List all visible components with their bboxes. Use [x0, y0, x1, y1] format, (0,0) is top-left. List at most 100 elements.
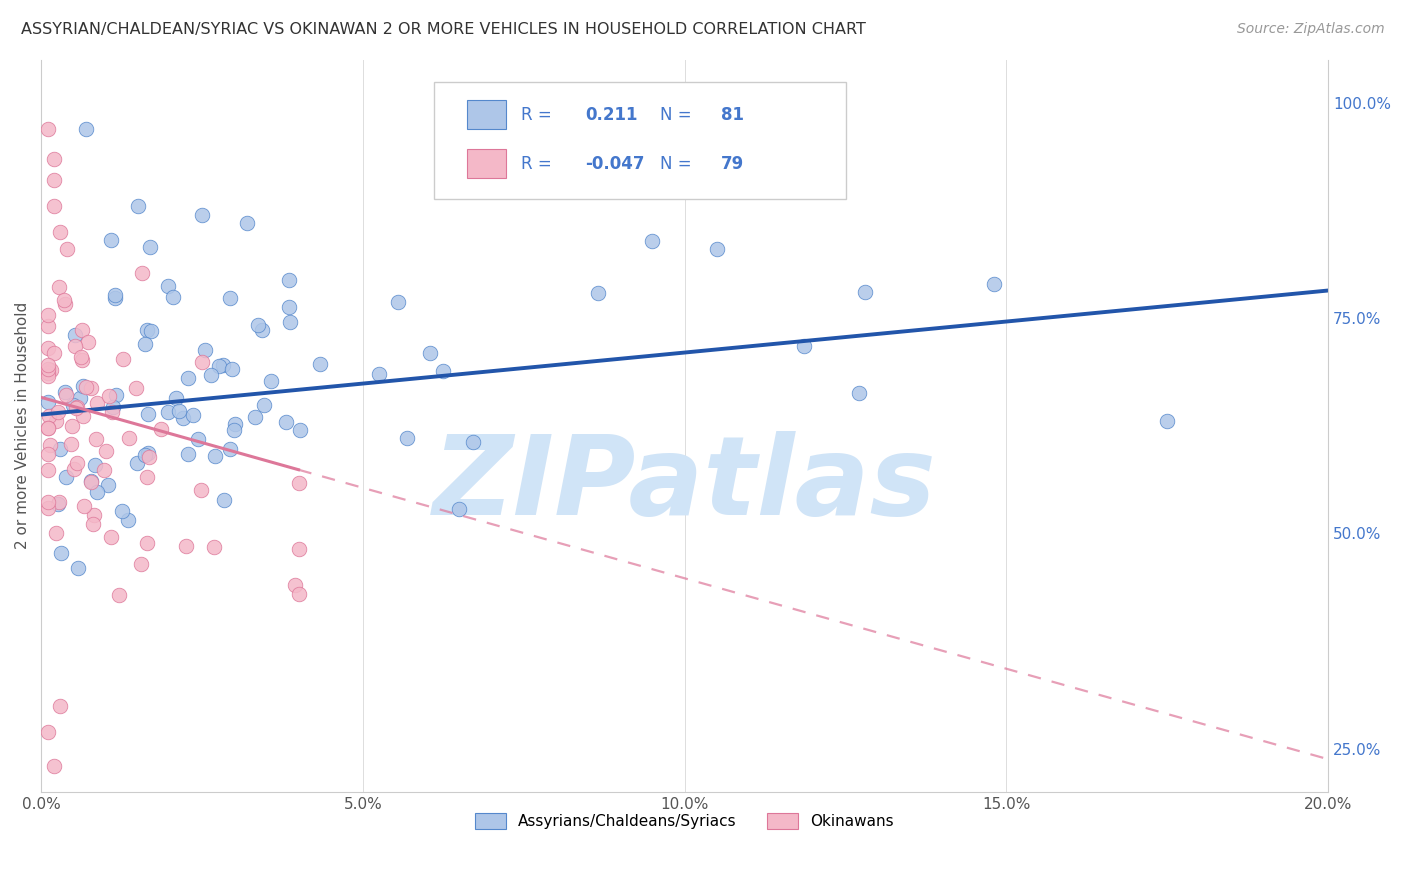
Point [219, 292, 242, 306]
Point [134, 448, 156, 462]
Point [37, 421, 59, 435]
Point [37, 341, 59, 355]
Point [38, 438, 60, 452]
Point [853, 285, 876, 300]
Point [287, 587, 309, 601]
Point [136, 323, 159, 337]
Point [37, 463, 59, 477]
Point [138, 446, 160, 460]
Point [83, 508, 105, 522]
FancyBboxPatch shape [467, 100, 506, 129]
Point [706, 242, 728, 256]
Point [42, 199, 65, 213]
Y-axis label: 2 or more Vehicles in Household: 2 or more Vehicles in Household [15, 302, 30, 549]
Point [150, 422, 173, 436]
Point [395, 431, 418, 445]
Point [284, 578, 307, 592]
Point [100, 233, 122, 247]
Point [65, 401, 87, 415]
Point [156, 279, 179, 293]
Point [187, 432, 209, 446]
Point [82, 517, 104, 532]
Point [162, 290, 184, 304]
Point [66, 400, 89, 414]
Point [77, 335, 100, 350]
Point [136, 407, 159, 421]
Point [278, 273, 301, 287]
Point [308, 357, 330, 371]
Point [793, 339, 815, 353]
Point [202, 541, 225, 555]
Text: -0.047: -0.047 [585, 154, 645, 172]
Text: 81: 81 [721, 105, 744, 123]
Point [288, 424, 311, 438]
Point [37, 358, 59, 372]
Point [134, 337, 156, 351]
Point [93, 463, 115, 477]
Point [75, 121, 97, 136]
Point [100, 530, 122, 544]
Point [136, 536, 159, 550]
Text: 0.211: 0.211 [585, 105, 638, 123]
Point [214, 493, 236, 508]
Point [60, 419, 83, 434]
Point [165, 391, 187, 405]
Point [277, 300, 299, 314]
Point [131, 266, 153, 280]
Text: 79: 79 [721, 154, 744, 172]
Point [44, 152, 66, 166]
Point [46, 498, 69, 512]
Point [139, 240, 162, 254]
Point [191, 208, 214, 222]
Point [191, 354, 214, 368]
Point [72, 353, 94, 368]
Point [49, 442, 72, 456]
Point [37, 362, 59, 376]
Point [80, 475, 103, 490]
Point [104, 291, 127, 305]
Point [287, 542, 309, 557]
Point [117, 513, 139, 527]
Point [37, 447, 59, 461]
Point [586, 285, 609, 300]
Point [107, 588, 129, 602]
Point [48, 405, 70, 419]
Point [167, 404, 190, 418]
Point [138, 450, 160, 465]
Point [37, 318, 59, 333]
Point [222, 423, 245, 437]
Point [45, 525, 67, 540]
Point [37, 724, 59, 739]
Point [37, 500, 59, 515]
Point [37, 369, 59, 384]
Point [42, 759, 65, 773]
Point [124, 381, 146, 395]
Point [86, 484, 108, 499]
Point [278, 315, 301, 329]
Point [39, 363, 62, 377]
Point [84, 458, 107, 472]
Point [176, 371, 198, 385]
Point [38, 409, 60, 423]
Point [419, 345, 441, 359]
Point [253, 397, 276, 411]
Point [53, 384, 76, 399]
Point [111, 503, 134, 517]
Point [276, 415, 298, 429]
Point [55, 388, 77, 402]
Point [48, 280, 70, 294]
Point [246, 318, 269, 332]
Point [111, 351, 134, 366]
Point [848, 386, 870, 401]
Point [69, 391, 91, 405]
Point [49, 698, 72, 713]
Point [72, 409, 94, 423]
Point [80, 381, 103, 395]
Point [250, 323, 273, 337]
Text: ASSYRIAN/CHALDEAN/SYRIAC VS OKINAWAN 2 OR MORE VEHICLES IN HOUSEHOLD CORRELATION: ASSYRIAN/CHALDEAN/SYRIAC VS OKINAWAN 2 O… [21, 22, 866, 37]
Point [243, 409, 266, 424]
Point [181, 408, 204, 422]
Point [37, 366, 59, 380]
Point [200, 368, 222, 382]
Point [127, 456, 149, 470]
